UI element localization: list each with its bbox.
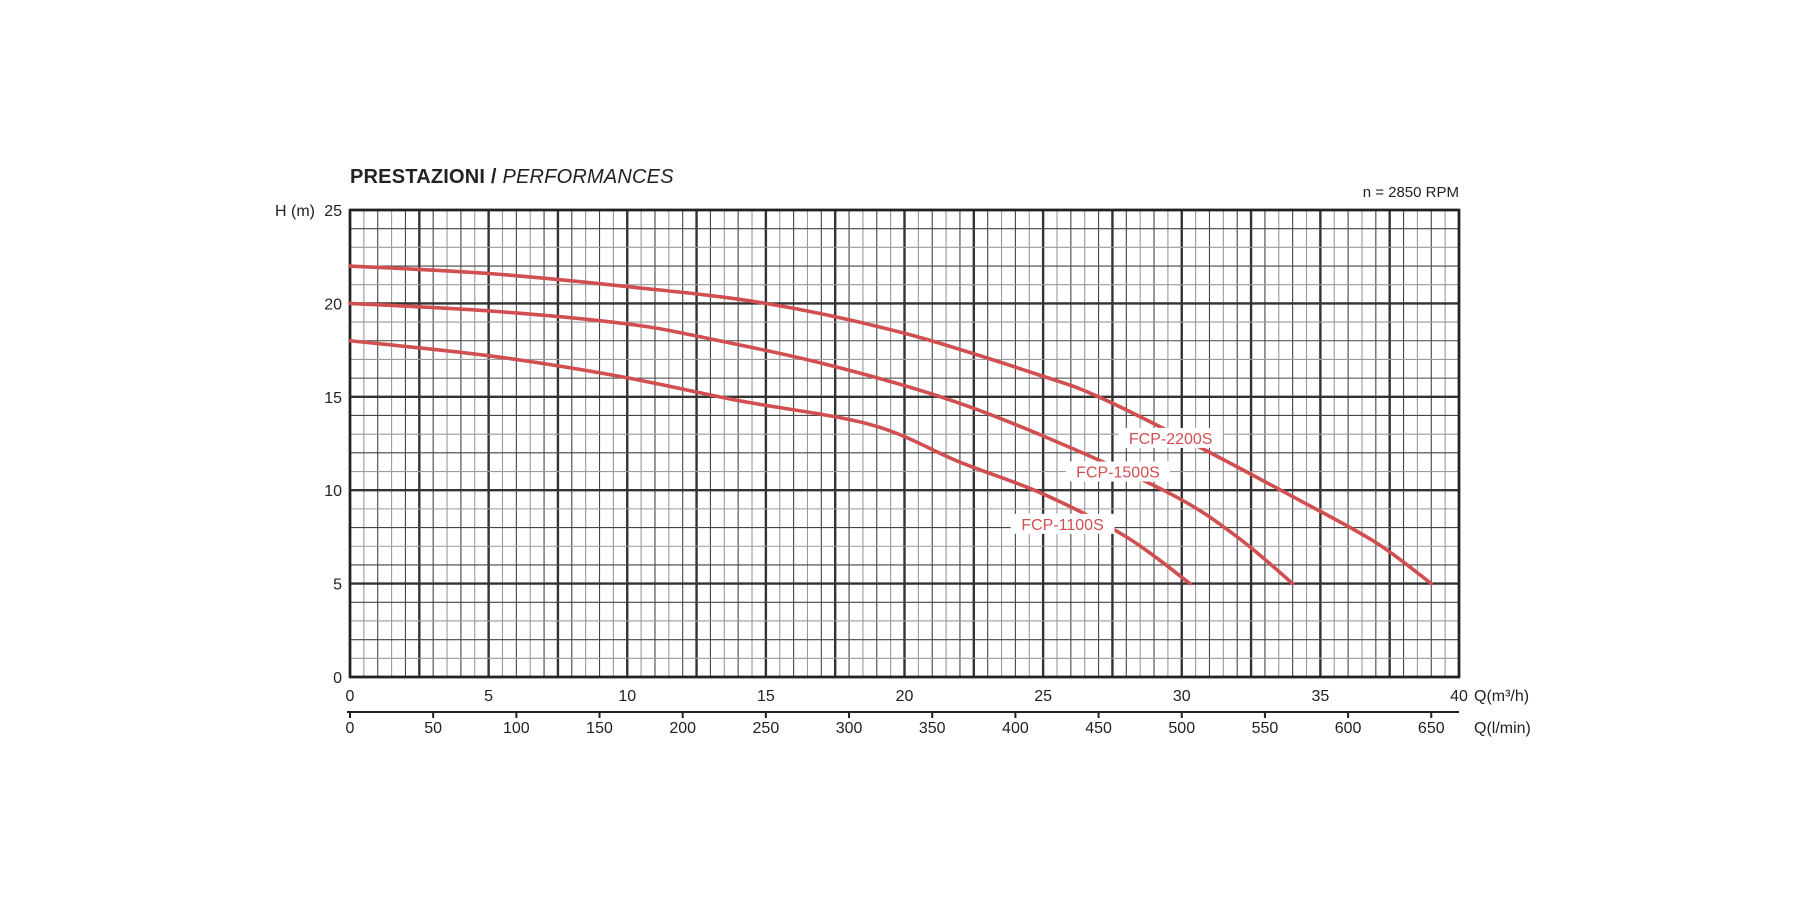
x2-tick-label: 500	[1168, 720, 1195, 737]
plot-frame	[348, 208, 1461, 679]
x-axis-label: Q(m³/h)	[1474, 688, 1529, 705]
y-tick-label: 20	[324, 296, 342, 313]
x2-tick-label: 0	[346, 720, 355, 737]
series-line-fcp-1100s	[348, 338, 1192, 586]
title-main: PRESTAZIONI	[350, 166, 486, 188]
series-label: FCP-1100S	[1021, 517, 1103, 534]
series-line-fcp-2200s	[348, 264, 1434, 586]
series-label-bg	[1010, 513, 1115, 534]
series-line-fcp-1500s	[348, 301, 1295, 586]
series-label: FCP-1500S	[1076, 465, 1160, 482]
x2-tick-label: 250	[753, 720, 780, 737]
series-label-bg	[1118, 427, 1223, 448]
y-tick-label: 0	[333, 670, 342, 687]
x2-axis-label: Q(l/min)	[1474, 720, 1531, 737]
x-tick-label: 0	[346, 688, 355, 705]
rpm-annotation: n = 2850 RPM	[1362, 184, 1459, 201]
x2-tick-label: 50	[424, 720, 442, 737]
title-sub: PERFORMANCES	[502, 166, 674, 188]
x2-tick-label: 350	[919, 720, 946, 737]
x-tick-label: 30	[1173, 688, 1191, 705]
x-tick-label: 35	[1311, 688, 1329, 705]
series-label-bg	[1065, 461, 1170, 482]
x2-tick-label: 150	[586, 720, 613, 737]
x-tick-label: 5	[484, 688, 493, 705]
x2-tick-label: 400	[1002, 720, 1029, 737]
y-tick-label: 25	[324, 203, 342, 220]
chart-title: PRESTAZIONI / PERFORMANCES	[350, 166, 674, 188]
y-tick-label: 10	[324, 483, 342, 500]
x-tick-label: 40	[1450, 688, 1468, 705]
x2-tick-label: 100	[503, 720, 530, 737]
x2-tick-label: 200	[669, 720, 696, 737]
y-tick-label: 15	[324, 390, 342, 407]
x-tick-label: 10	[618, 688, 636, 705]
y-axis-label: H (m)	[275, 203, 315, 220]
x-tick-label: 25	[1034, 688, 1052, 705]
x-tick-label: 20	[896, 688, 914, 705]
x2-tick-label: 600	[1335, 720, 1362, 737]
x2-tick-label: 550	[1252, 720, 1279, 737]
x2-tick-label: 650	[1418, 720, 1445, 737]
x2-tick-label: 300	[836, 720, 863, 737]
y-tick-label: 5	[333, 577, 342, 594]
x2-tick-label: 450	[1085, 720, 1112, 737]
series-label: FCP-2200S	[1129, 431, 1213, 448]
x-tick-label: 15	[757, 688, 775, 705]
